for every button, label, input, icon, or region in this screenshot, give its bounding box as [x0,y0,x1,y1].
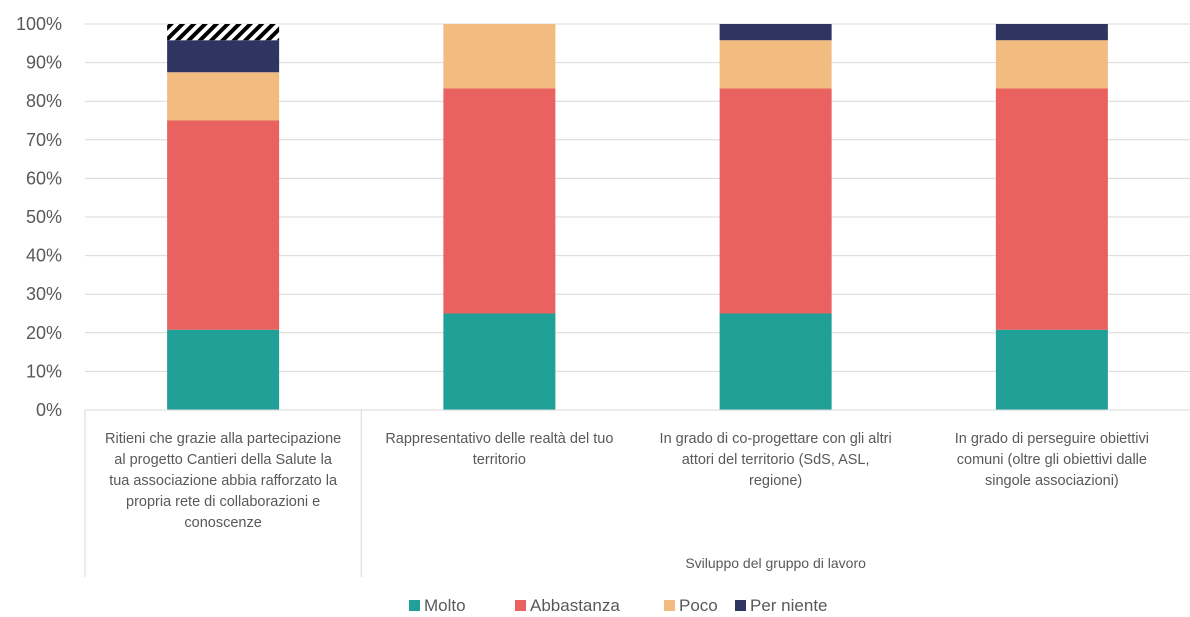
x-group-label: Sviluppo del gruppo di lavoro [685,555,866,571]
x-category-label: Ritieni che grazie alla partecipazione [105,431,341,447]
bar-segment-molto [995,329,1108,410]
y-tick-label: 100% [16,14,62,34]
bar-segment-poco [719,40,832,89]
y-tick-label: 90% [26,53,62,73]
bar-segment-per-niente [995,24,1108,41]
bars [167,24,1108,410]
y-tick-label: 40% [26,246,62,266]
y-tick-label: 0% [36,400,62,420]
legend-swatch [664,600,675,611]
legend-label: Per niente [750,596,828,615]
x-category-label: al progetto Cantieri della Salute la [114,452,333,468]
bar-segment-abbastanza [167,120,280,330]
bar-segment-abbastanza [443,88,556,314]
legend-swatch [515,600,526,611]
legend-swatch [409,600,420,611]
bar-segment-per-niente [719,24,832,41]
y-tick-label: 50% [26,207,62,227]
legend: Molto Abbastanza Poco Per niente [409,596,828,615]
x-category-label: In grado di co-progettare con gli altri [660,431,892,447]
y-tick-label: 80% [26,91,62,111]
x-category-label: singole associazioni) [985,473,1119,489]
y-tick-label: 20% [26,323,62,343]
bar-segment-abbastanza [995,88,1108,330]
x-category-label: attori del territorio (SdS, ASL, [682,452,870,468]
bar-segment-abbastanza [719,88,832,314]
bar-segment-poco [995,40,1108,89]
x-category-label: regione) [749,473,802,489]
bar-segment-poco [443,24,556,89]
x-axis: Ritieni che grazie alla partecipazione al… [84,409,1190,577]
y-tick-label: 60% [26,168,62,188]
bar-segment-hatched [167,24,280,41]
legend-label: Poco [679,596,718,615]
bar-segment-molto [167,329,280,410]
y-tick-label: 70% [26,130,62,150]
bar-segment-poco [167,72,280,121]
legend-label: Molto [424,596,466,615]
x-category-label: propria rete di collaborazioni e [126,494,320,510]
legend-swatch [735,600,746,611]
bar-segment-per-niente [167,40,280,73]
x-category-label: tua associazione abbia rafforzato la [109,473,338,489]
bar-segment-molto [443,313,556,410]
y-tick-label: 10% [26,361,62,381]
x-category-label: territorio [473,452,526,468]
x-category-label: Rappresentativo delle realtà del tuo [385,431,613,447]
legend-label: Abbastanza [530,596,620,615]
x-category-label: comuni (oltre gli obiettivi dalle [957,452,1147,468]
y-axis: 0% 10% 20% 30% 40% 50% 60% 70% 80% 90% 100% [16,14,62,420]
x-category-label: In grado di perseguire obiettivi [955,431,1149,447]
bar-segment-molto [719,313,832,410]
x-category-label: conoscenze [184,515,261,531]
y-tick-label: 30% [26,284,62,304]
